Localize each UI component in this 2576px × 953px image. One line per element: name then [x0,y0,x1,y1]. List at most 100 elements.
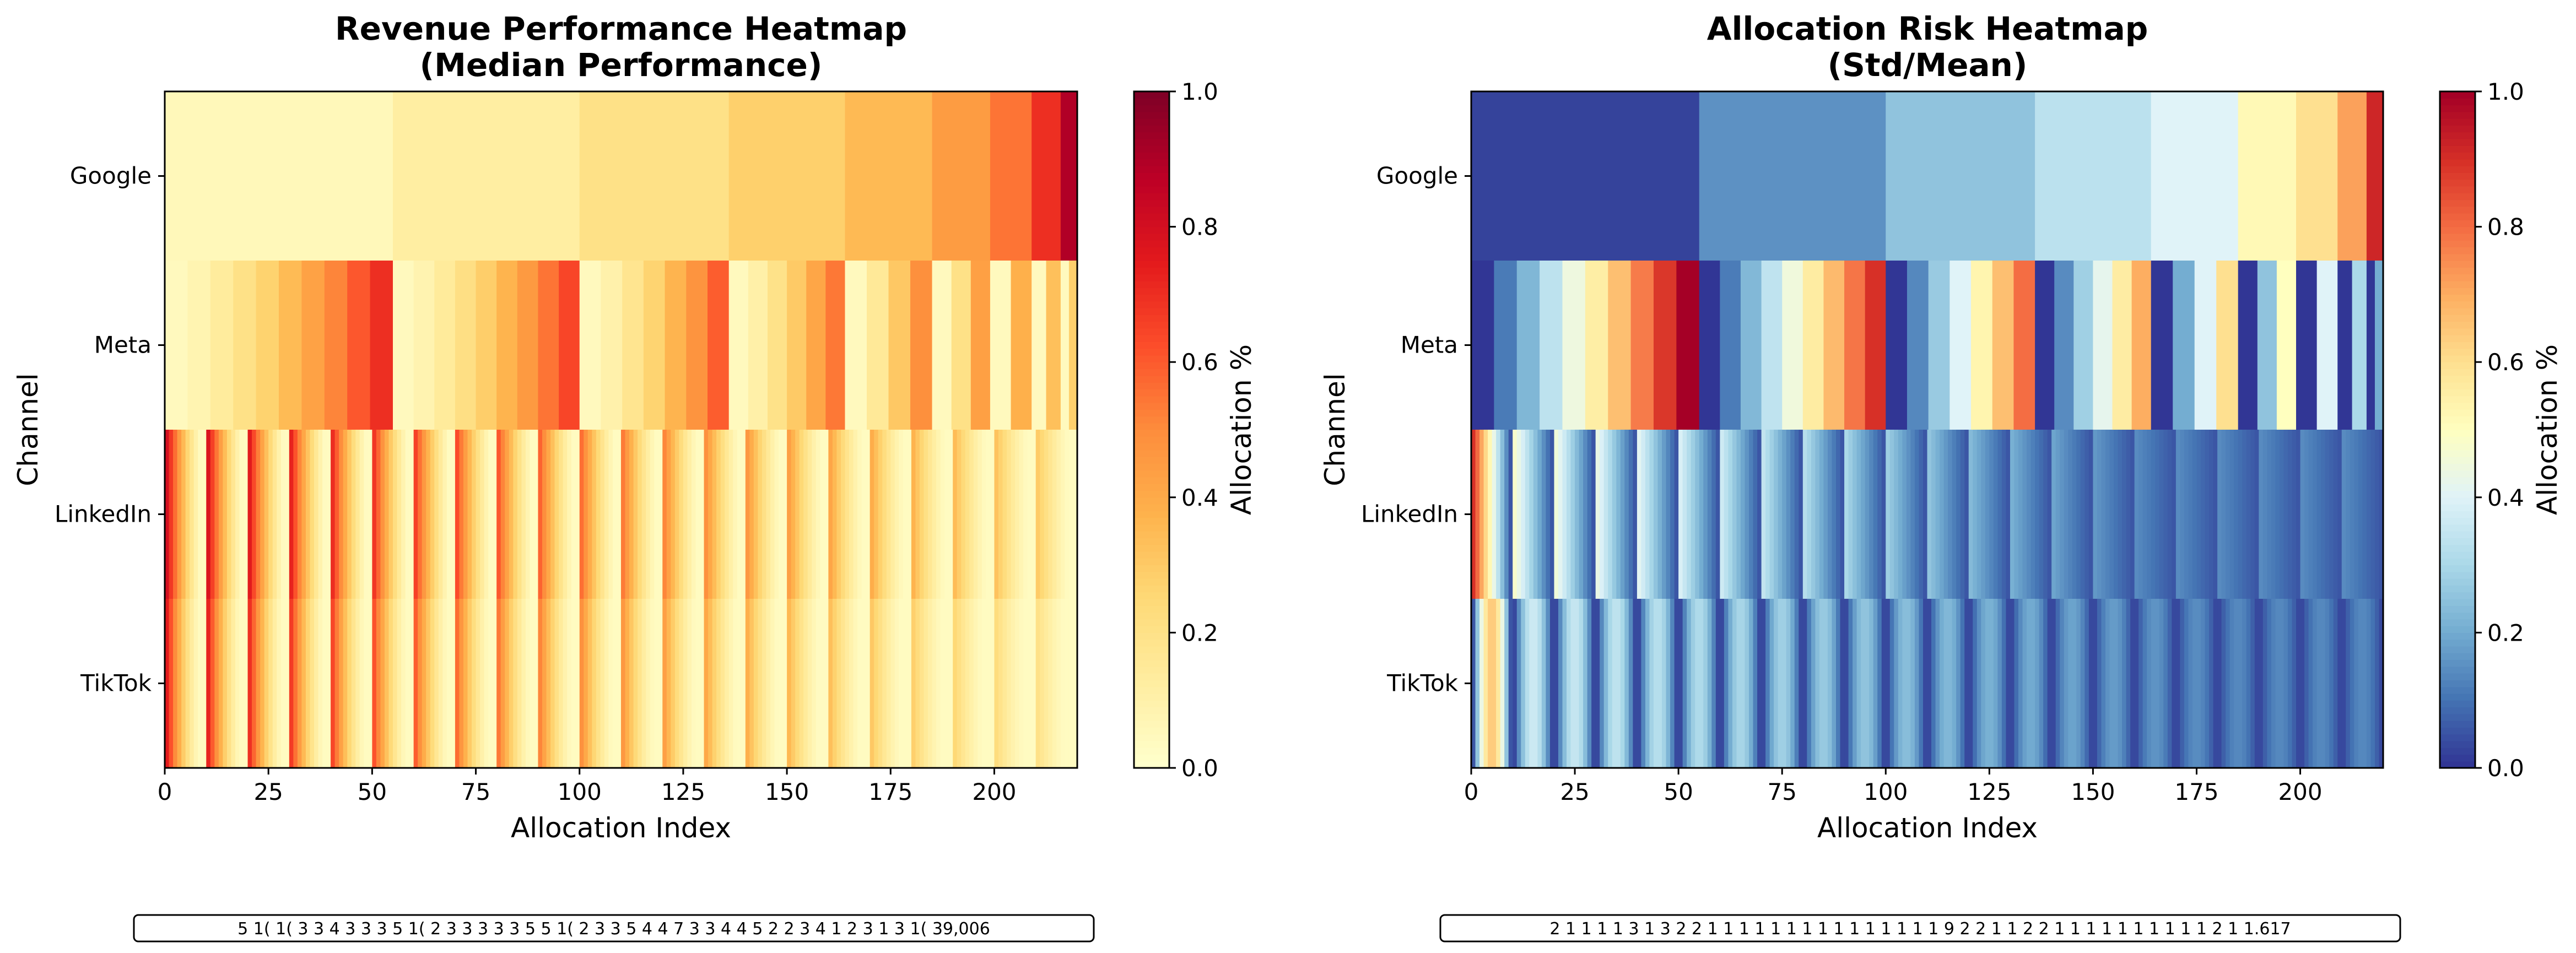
heatmap-cell-linkedin [978,430,982,599]
heatmap-cell-linkedin [1475,430,1480,599]
heatmap-cell-tiktok [2018,599,2023,768]
heatmap-cell-linkedin [2122,430,2127,599]
colorbar-segment [2440,206,2475,214]
colorbar-segment [2440,152,2475,160]
colorbar-segment [1134,389,1169,397]
heatmap-cell-linkedin [1488,430,1493,599]
heatmap-cell-linkedin [741,430,746,599]
colorbar-segment [2440,199,2475,207]
heatmap-cell-google [2366,91,2384,261]
heatmap-cell-tiktok [2080,599,2085,768]
colorbar-segment [1134,605,1169,613]
colorbar-segment [2440,673,2475,680]
heatmap-cell-tiktok [492,599,497,768]
colorbar-segment [2440,220,2475,228]
heatmap-cell-linkedin [550,430,555,599]
heatmap-cell-tiktok [1749,599,1754,768]
heatmap-cell-tiktok [853,599,858,768]
heatmap-cell-tiktok [505,599,510,768]
heatmap-cell-meta [1654,261,1677,430]
heatmap-cell-linkedin [422,430,426,599]
heatmap-cell-tiktok [1032,599,1036,768]
heatmap-cell-meta [2238,261,2258,430]
heatmap-cell-linkedin [1040,430,1045,599]
colorbar-segment [1134,118,1169,126]
x-tick-label: 75 [1767,778,1796,805]
heatmap-cell-linkedin [2370,430,2375,599]
heatmap-cell-tiktok [654,599,659,768]
heatmap-cell-tiktok [1844,599,1849,768]
colorbar-segment [2440,511,2475,518]
heatmap-cell-linkedin [2341,430,2346,599]
colorbar-segment [1134,369,1169,376]
heatmap-cell-linkedin [567,430,572,599]
colorbar-segment [2440,307,2475,315]
colorbar-segment [1134,599,1169,606]
colorbar-segment [2440,186,2475,193]
heatmap-cell-meta [2013,261,2035,430]
y-tick-label: Google [70,163,152,189]
colorbar-segment [1134,761,1169,768]
heatmap-cell-tiktok [1616,599,1621,768]
heatmap-cell-tiktok [990,599,995,768]
heatmap-cell-tiktok [2209,599,2214,768]
colorbar-segment [2440,240,2475,248]
heatmap-cell-tiktok [2341,599,2346,768]
heatmap-cell-tiktok [1496,599,1501,768]
heatmap-cell-linkedin [1989,430,1994,599]
heatmap-cell-tiktok [737,599,742,768]
heatmap-cell-linkedin [1786,430,1791,599]
heatmap-cell-tiktok [488,599,493,768]
bottom-annotation-strip: 2 1 1 1 1 3 1 3 2 2 1 1 1 1 1 1 1 1 1 1 … [1439,914,2401,943]
colorbar-tick-label: 0.0 [1181,755,1218,782]
heatmap-cell-meta [1060,261,1070,430]
heatmap-cell-tiktok [2329,599,2334,768]
heatmap-cell-linkedin [1802,430,1807,599]
heatmap-cell-meta [324,261,348,430]
heatmap-cell-linkedin [260,430,265,599]
heatmap-cell-tiktok [612,599,617,768]
y-tick-label: LinkedIn [1361,501,1458,528]
heatmap-cell-tiktok [2296,599,2301,768]
heatmap-cell-linkedin [1608,430,1613,599]
heatmap-cell-tiktok [467,599,472,768]
heatmap-cell-linkedin [2196,430,2201,599]
heatmap-cell-linkedin [1666,430,1671,599]
colorbar-segment [1134,504,1169,511]
heatmap-cell-tiktok [1981,599,1986,768]
heatmap-cell-linkedin [579,430,584,599]
x-tick-label: 50 [1664,778,1693,805]
heatmap-cell-meta [787,261,807,430]
x-axis-label: Allocation Index [511,812,731,844]
heatmap-cell-linkedin [1567,430,1571,599]
heatmap-cell-linkedin [2167,430,2172,599]
heatmap-cell-linkedin [1492,430,1497,599]
colorbar-segment [1134,247,1169,255]
heatmap-cell-linkedin [430,430,435,599]
x-axis: 0 25 50 75 100 125 150 175 200 [158,768,1017,805]
heatmap-cell-tiktok [2333,599,2338,768]
heatmap-cell-linkedin [903,430,908,599]
heatmap-cell-linkedin [733,430,738,599]
heatmap-cell-linkedin [376,430,381,599]
heatmap-cell-tiktok [409,599,414,768]
heatmap-cell-tiktok [2201,599,2206,768]
colorbar-segment [2440,166,2475,173]
heatmap-cell-linkedin [1973,430,1978,599]
heatmap-cell-linkedin [169,430,174,599]
heatmap-cell-meta [517,261,538,430]
heatmap-cell-linkedin [1587,430,1592,599]
heatmap-cell-tiktok [2167,599,2172,768]
heatmap-cell-tiktok [2196,599,2201,768]
heatmap-cell-tiktok [563,599,568,768]
colorbar-segment [2440,734,2475,741]
heatmap-cell-tiktok [2159,599,2164,768]
heatmap-cell-tiktok [285,599,290,768]
heatmap-cell-linkedin [687,430,692,599]
heatmap-cell-tiktok [1802,599,1807,768]
heatmap-cell-linkedin [1015,430,1020,599]
heatmap-cell-linkedin [393,430,398,599]
heatmap-cell-linkedin [666,430,671,599]
heatmap-cell-tiktok [1027,599,1032,768]
heatmap-cell-tiktok [1637,599,1641,768]
